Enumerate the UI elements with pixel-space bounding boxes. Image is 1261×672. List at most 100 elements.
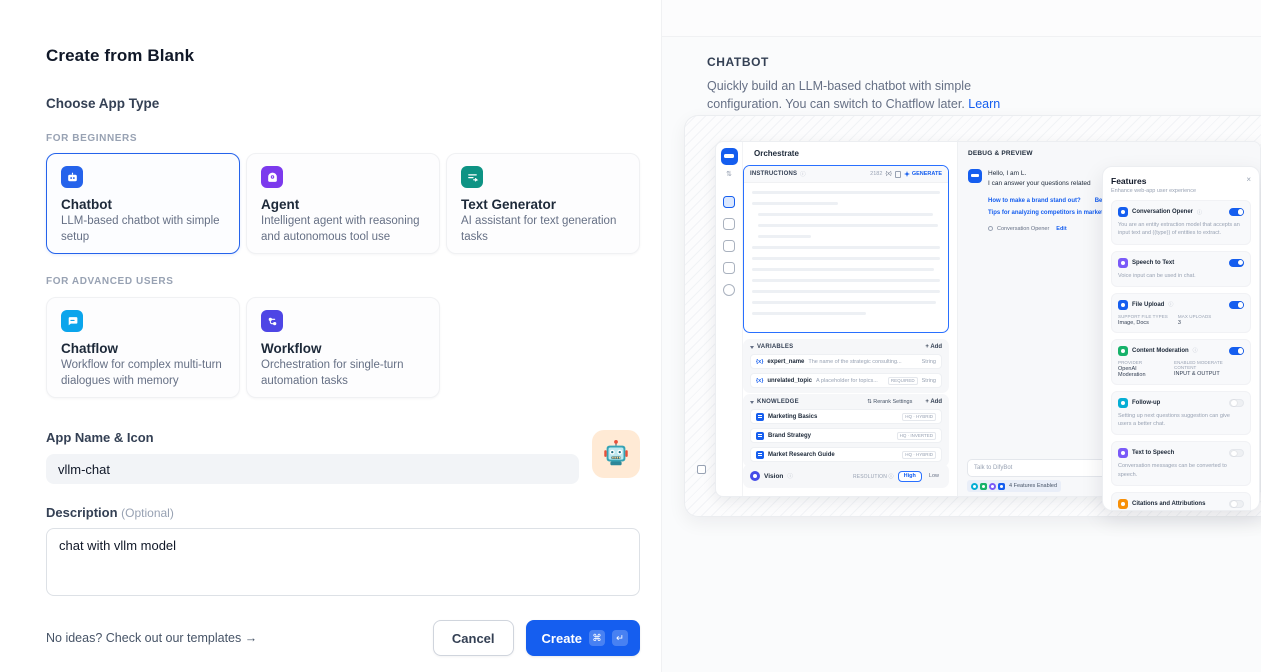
edit-opener-link: Edit: [1056, 225, 1067, 232]
feature-toggle: [1229, 346, 1244, 355]
document-icon: [756, 412, 764, 421]
follow-up-icon: [1118, 397, 1128, 408]
citations-icon: [1118, 498, 1128, 509]
card-agent[interactable]: Agent Intelligent agent with reasoning a…: [246, 153, 440, 254]
card-title: Agent: [261, 197, 300, 212]
close-icon: ×: [1246, 175, 1251, 184]
info-icon: ⓘ: [1168, 302, 1174, 309]
instructions-skeleton: [744, 191, 948, 315]
chevron-down-icon: [750, 400, 754, 404]
feature-item-conversation-opener: Conversation Opener ⓘ You are an entity …: [1111, 200, 1251, 245]
variable-row: {x} unrelated_topic A placeholder for to…: [750, 373, 942, 388]
card-desc: LLM-based chatbot with simple setup: [61, 215, 220, 243]
card-workflow[interactable]: Workflow Orchestration for single-turn a…: [246, 297, 440, 398]
cancel-button[interactable]: Cancel: [432, 620, 514, 656]
preview-sidebar: ⇅: [716, 142, 743, 496]
chevron-down-icon: [750, 345, 754, 349]
beginner-cards-row: Chatbot LLM-based chatbot with simple se…: [46, 153, 640, 254]
upload-badge-icon: [998, 482, 1005, 490]
info-icon: ⓘ: [800, 172, 806, 178]
instructions-panel: INSTRUCTIONS ⓘ 2182 {x} GENERATE: [743, 165, 949, 333]
create-button[interactable]: Create ⌘ ↵: [525, 620, 640, 656]
knowledge-row: Market Research Guide HQ · HYBRID: [750, 447, 942, 462]
app-type-description: Quickly build an LLM-based chatbot with …: [707, 77, 1027, 131]
bot-avatar: [968, 169, 982, 183]
file-upload-icon: [1118, 299, 1128, 310]
description-label: Description (Optional): [46, 505, 174, 520]
vision-row: Vision ⓘ RESOLUTION ⓘ High Low: [743, 464, 949, 488]
moderation-badge-icon: [980, 482, 987, 490]
orchestrate-nav-icon: [723, 196, 735, 208]
workflow-icon: [261, 310, 283, 332]
feature-toggle: [1229, 300, 1244, 309]
collapse-icon: [697, 465, 706, 474]
card-title: Workflow: [261, 341, 322, 356]
suggestion-link: Tips for analyzing competitors in market: [988, 209, 1104, 216]
speech-badge-icon: [989, 482, 996, 490]
chatflow-icon: [61, 310, 83, 332]
resolution-low-chip: Low: [928, 473, 939, 479]
app-name-input[interactable]: [46, 454, 579, 484]
app-icon-picker[interactable]: [592, 430, 640, 478]
description-textarea[interactable]: chat with vllm model: [46, 528, 640, 596]
card-title: Text Generator: [461, 197, 557, 212]
feature-toggle: [1229, 258, 1244, 267]
rerank-settings-button: ⇅ Rerank Settings: [867, 399, 913, 405]
info-icon: ⓘ: [787, 474, 793, 480]
optional-hint: (Optional): [121, 506, 174, 520]
feature-item-file-upload: File Upload ⓘ SUPPORT FILE TYPES Image, D…: [1111, 292, 1251, 333]
notes-nav-icon: [723, 262, 735, 274]
templates-link[interactable]: No ideas? Check out our templates →: [46, 631, 258, 645]
feature-toggle: [1229, 398, 1244, 407]
app-preview-image: ⇅ Orchestrate GPT-4o CHAT ⇄ Publish: [684, 115, 1261, 517]
knowledge-panel: KNOWLEDGE ⇅ Rerank Settings + Add Market…: [743, 394, 949, 467]
card-chatbot[interactable]: Chatbot LLM-based chatbot with simple se…: [46, 153, 240, 254]
text-generator-icon: [461, 166, 483, 188]
card-text-generator[interactable]: Text Generator AI assistant for text gen…: [446, 153, 640, 254]
speech-to-text-icon: [1118, 257, 1128, 268]
knowledge-row: Brand Strategy HQ · INVERTED: [750, 428, 942, 443]
features-enabled-badge: 4 Features Enabled: [967, 480, 1062, 492]
feature-toggle: [1229, 499, 1244, 508]
suggestion-link: Bes: [1094, 197, 1106, 204]
card-chatflow[interactable]: Chatflow Workflow for complex multi-turn…: [46, 297, 240, 398]
knowledge-row: Marketing Basics HQ · HYBRID: [750, 409, 942, 424]
choose-app-type-label: Choose App Type: [46, 96, 160, 111]
conversation-opener-icon: [1118, 207, 1128, 217]
feature-item-text-to-speech: Text to Speech Conversation messages can…: [1111, 441, 1251, 486]
preview-pane-header: [662, 0, 1261, 37]
features-panel: Features × Enhance web-app user experien…: [1102, 166, 1260, 511]
add-knowledge-button: + Add: [925, 399, 942, 405]
feature-toggle: [1229, 208, 1244, 216]
feature-toggle: [1229, 449, 1244, 458]
preview-pane: CHATBOT Quickly build an LLM-based chatb…: [661, 0, 1261, 672]
for-advanced-users-label: FOR ADVANCED USERS: [46, 276, 174, 287]
chat-input: Talk to DifyBot: [967, 459, 1145, 477]
vision-icon: [750, 471, 760, 481]
card-desc: Intelligent agent with reasoning and aut…: [261, 215, 420, 243]
feature-item-citations: Citations and Attributions Show source d…: [1111, 491, 1251, 510]
info-icon: ⓘ: [1197, 209, 1203, 216]
variable-row: {x} expert_name The name of the strategi…: [750, 354, 942, 369]
window-title: Orchestrate: [754, 149, 799, 158]
settings-nav-icon: [723, 284, 735, 296]
app-type-heading: CHATBOT: [707, 55, 769, 69]
info-icon: ⓘ: [1192, 348, 1198, 355]
chatbot-icon: [61, 166, 83, 188]
generate-button: GENERATE: [903, 171, 942, 177]
variables-panel: VARIABLES + Add {x} expert_name The name…: [743, 339, 949, 393]
add-variable-button: + Add: [925, 344, 942, 350]
opener-icon: [988, 226, 993, 232]
page-title: Create from Blank: [46, 46, 195, 65]
card-title: Chatbot: [61, 197, 112, 212]
feature-item-follow-up: Follow-up Setting up next questions sugg…: [1111, 390, 1251, 436]
app-name-label: App Name & Icon: [46, 430, 154, 445]
content-moderation-icon: [1118, 345, 1128, 356]
robot-emoji-icon: [604, 439, 628, 466]
document-icon: [756, 431, 764, 440]
suggestion-link: How to make a brand stand out?: [988, 197, 1081, 204]
swap-icon: ⇅: [726, 171, 732, 178]
robot-app-icon: [720, 148, 738, 165]
advanced-cards-row: Chatflow Workflow for complex multi-turn…: [46, 297, 640, 398]
copy-icon: [894, 170, 901, 178]
